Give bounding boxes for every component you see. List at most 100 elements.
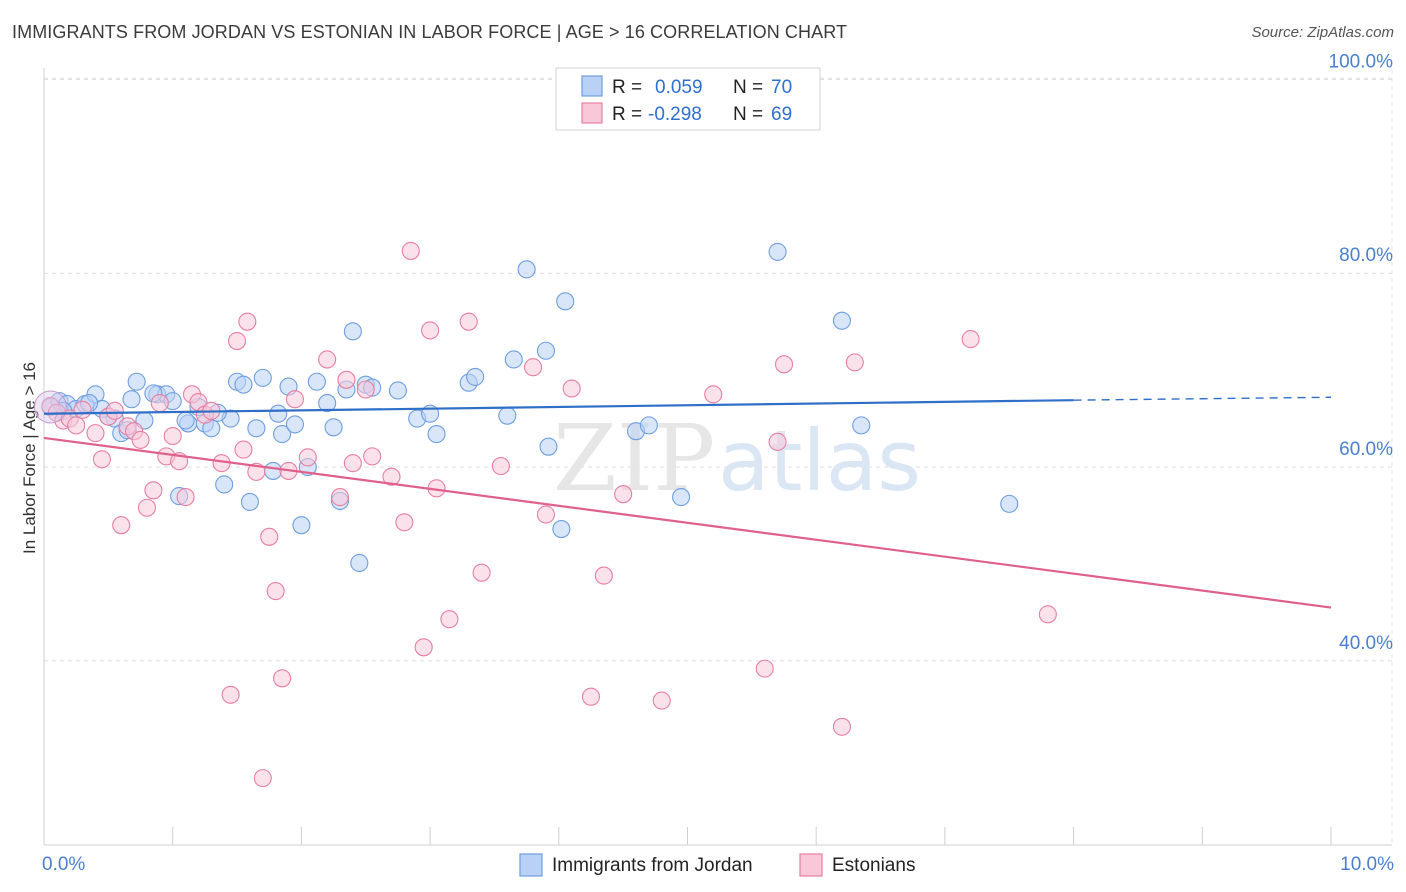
point-estonians	[150, 394, 169, 413]
point-jordan	[285, 415, 305, 434]
point-estonians	[421, 321, 440, 340]
point-estonians	[144, 481, 163, 500]
point-estonians	[285, 390, 305, 409]
legend-n-label-estonians: N =	[733, 104, 763, 125]
point-estonians	[395, 513, 414, 532]
point-estonians	[536, 505, 555, 524]
point-estonians	[176, 488, 195, 507]
y-tick-label: 60.0%	[1339, 439, 1393, 460]
axes	[43, 68, 1392, 846]
point-estonians	[414, 638, 433, 657]
trend-line-jordan-extension	[1073, 396, 1332, 401]
point-jordan	[318, 394, 337, 413]
point-cluster-origin	[33, 390, 67, 424]
legend-r-value-estonians: -0.298	[648, 104, 702, 125]
y-tick-label: 40.0%	[1339, 633, 1393, 654]
legend-r-value-jordan: 0.059	[655, 77, 703, 98]
y-axis-label: In Labor Force | Age > 16	[20, 362, 39, 554]
point-estonians	[105, 401, 124, 420]
trend-line-estonians	[43, 436, 1332, 609]
point-jordan	[292, 516, 311, 535]
x-tick-label-min: 0.0%	[42, 854, 85, 875]
point-estonians	[318, 350, 337, 369]
point-estonians	[337, 370, 356, 389]
point-estonians	[768, 432, 787, 451]
point-estonians	[356, 380, 375, 399]
data-points	[33, 241, 1057, 788]
legend-n-label-jordan: N =	[733, 77, 763, 98]
point-estonians	[234, 440, 253, 459]
point-jordan	[234, 375, 253, 394]
source-label: Source: ZipAtlas.com	[1251, 24, 1394, 41]
point-estonians	[247, 462, 266, 481]
point-jordan	[253, 368, 272, 387]
point-estonians	[330, 488, 350, 507]
bottom-legend-swatch-estonians	[799, 853, 823, 877]
point-estonians	[382, 467, 401, 486]
point-estonians	[86, 424, 105, 443]
legend-n-value-jordan: 70	[771, 77, 792, 98]
bottom-legend: Immigrants from Jordan Estonians	[519, 853, 915, 877]
point-jordan	[768, 242, 787, 261]
legend-swatch-estonians	[581, 102, 603, 124]
bottom-legend-label-estonians: Estonians	[832, 855, 915, 876]
point-jordan	[498, 406, 517, 425]
watermark-atlas: atlas	[718, 412, 921, 510]
point-jordan	[388, 381, 407, 400]
point-jordan	[215, 475, 234, 494]
point-estonians	[472, 563, 491, 582]
trend-line-jordan	[43, 399, 1074, 415]
point-estonians	[273, 669, 292, 688]
point-estonians	[92, 450, 111, 469]
point-jordan	[324, 418, 343, 437]
point-estonians	[253, 769, 272, 788]
point-jordan	[1000, 494, 1019, 513]
point-estonians	[704, 385, 723, 404]
point-jordan	[350, 553, 369, 573]
point-jordan	[832, 311, 851, 330]
legend-r-label-jordan: R =	[612, 77, 642, 98]
point-jordan	[536, 341, 555, 360]
point-estonians	[652, 691, 671, 710]
point-jordan	[269, 404, 288, 423]
point-estonians	[260, 527, 279, 546]
point-estonians	[131, 430, 150, 449]
legend: R = 0.059 N = 70 R = -0.298 N = 69	[555, 67, 821, 131]
point-estonians	[440, 610, 459, 629]
chart-title: IMMIGRANTS FROM JORDAN VS ESTONIAN IN LA…	[12, 22, 848, 42]
point-estonians	[562, 379, 581, 398]
point-jordan	[852, 416, 871, 435]
y-tick-label: 100.0%	[1329, 51, 1394, 72]
y-tick-label: 80.0%	[1339, 245, 1393, 266]
point-estonians	[614, 485, 633, 504]
trend-lines	[43, 396, 1332, 609]
y-tick-labels: 100.0% 80.0% 60.0% 40.0%	[1329, 51, 1394, 653]
point-estonians	[832, 717, 851, 736]
point-estonians	[594, 566, 613, 585]
point-estonians	[221, 685, 240, 704]
point-estonians	[73, 400, 92, 419]
point-estonians	[581, 687, 601, 706]
point-estonians	[961, 330, 980, 349]
point-estonians	[137, 498, 157, 517]
point-jordan	[639, 416, 658, 435]
point-estonians	[228, 331, 247, 351]
point-estonians	[238, 312, 257, 331]
point-jordan	[672, 488, 691, 507]
bottom-legend-label-jordan: Immigrants from Jordan	[552, 855, 753, 876]
legend-swatch-jordan	[581, 75, 603, 97]
point-jordan	[122, 390, 141, 409]
point-estonians	[1038, 605, 1057, 624]
point-jordan	[264, 461, 283, 480]
point-estonians	[343, 454, 362, 473]
point-jordan	[466, 367, 485, 386]
point-jordan	[240, 492, 259, 511]
point-estonians	[266, 582, 285, 601]
point-estonians	[67, 416, 86, 435]
legend-r-label-estonians: R =	[612, 104, 642, 125]
point-jordan	[552, 520, 571, 539]
point-estonians	[112, 516, 131, 535]
point-jordan	[517, 260, 536, 279]
point-jordan	[556, 292, 575, 311]
